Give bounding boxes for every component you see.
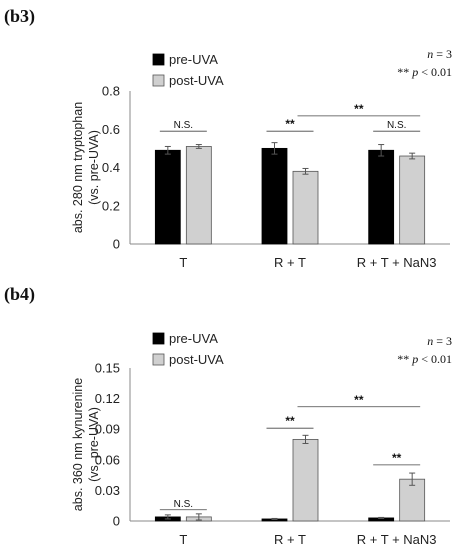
n-value: = 3: [433, 334, 452, 348]
y-axis-label: abs. 280 nm tryptophan: [71, 102, 85, 233]
y-tick-label: 0.6: [102, 122, 120, 137]
significance-label: **: [392, 451, 402, 465]
n-value: = 3: [433, 47, 452, 61]
y-tick-label: 0.06: [95, 452, 120, 467]
category-label: R + T: [274, 255, 306, 270]
bar-post-uva: [399, 155, 426, 245]
y-tick-label: 0: [113, 514, 120, 529]
legend-label: pre-UVA: [169, 52, 218, 67]
category-label: R + T + NaN3: [357, 255, 437, 270]
y-axis-label: (vs. pre-UVA): [87, 407, 101, 482]
p-symbol: p: [411, 65, 418, 79]
p-value-note: ** p < 0.01: [397, 65, 452, 79]
significance-label: **: [354, 393, 364, 407]
p-value: < 0.01: [418, 352, 452, 366]
category-label: R + T + NaN3: [357, 532, 437, 547]
legend-label: post-UVA: [169, 73, 224, 88]
legend-swatch: [152, 332, 165, 345]
y-axis-label: (vs. pre-UVA): [87, 130, 101, 205]
y-axis-label: abs. 360 nm kynurenine: [71, 378, 85, 511]
significance-label: **: [285, 414, 295, 428]
significance-label: **: [285, 117, 295, 131]
chart-panel-0: (b3) 0 0.2 0.4 0.6 0.8 abs. 280 nm tryptophan(…: [4, 6, 452, 270]
bar-post-uva: [185, 146, 212, 245]
significance-label: N.S.: [387, 120, 406, 131]
significance-label: N.S.: [174, 499, 193, 510]
n-symbol: n: [427, 47, 433, 61]
chart-panel-1: (b4) 0 0.03 0.06 0.09 0.12 0.15 abs. 360 nm kyn…: [4, 284, 452, 547]
legend-swatch: [152, 353, 165, 366]
category-label: T: [179, 532, 187, 547]
y-tick-label: 0.03: [95, 483, 120, 498]
y-tick-label: 0.2: [102, 198, 120, 213]
y-tick-label: 0.15: [95, 361, 120, 376]
bar-pre-uva: [368, 149, 395, 245]
legend-label: post-UVA: [169, 352, 224, 367]
p-symbol: p: [411, 352, 418, 366]
panel-label: (b4): [4, 284, 35, 305]
category-label: T: [179, 255, 187, 270]
y-tick-label: 0: [113, 237, 120, 252]
bar-post-uva: [292, 438, 319, 522]
bar-post-uva: [399, 478, 426, 522]
p-stars: **: [397, 352, 412, 366]
legend-swatch: [152, 74, 165, 87]
significance-label: N.S.: [174, 120, 193, 131]
sample-size-note: n = 3: [427, 47, 452, 61]
y-tick-label: 0.09: [95, 422, 120, 437]
y-tick-label: 0.8: [102, 84, 120, 99]
bar-pre-uva: [261, 147, 288, 245]
sample-size-note: n = 3: [427, 334, 452, 348]
significance-label: **: [354, 102, 364, 116]
legend-swatch: [152, 53, 165, 66]
n-symbol: n: [427, 334, 433, 348]
y-tick-label: 0.12: [95, 391, 120, 406]
p-value: < 0.01: [418, 65, 452, 79]
category-label: R + T: [274, 532, 306, 547]
bar-post-uva: [292, 170, 319, 245]
y-tick-label: 0.4: [102, 160, 120, 175]
legend-label: pre-UVA: [169, 331, 218, 346]
p-value-note: ** p < 0.01: [397, 352, 452, 366]
p-stars: **: [397, 65, 412, 79]
panel-label: (b3): [4, 6, 35, 27]
bar-pre-uva: [154, 149, 181, 245]
